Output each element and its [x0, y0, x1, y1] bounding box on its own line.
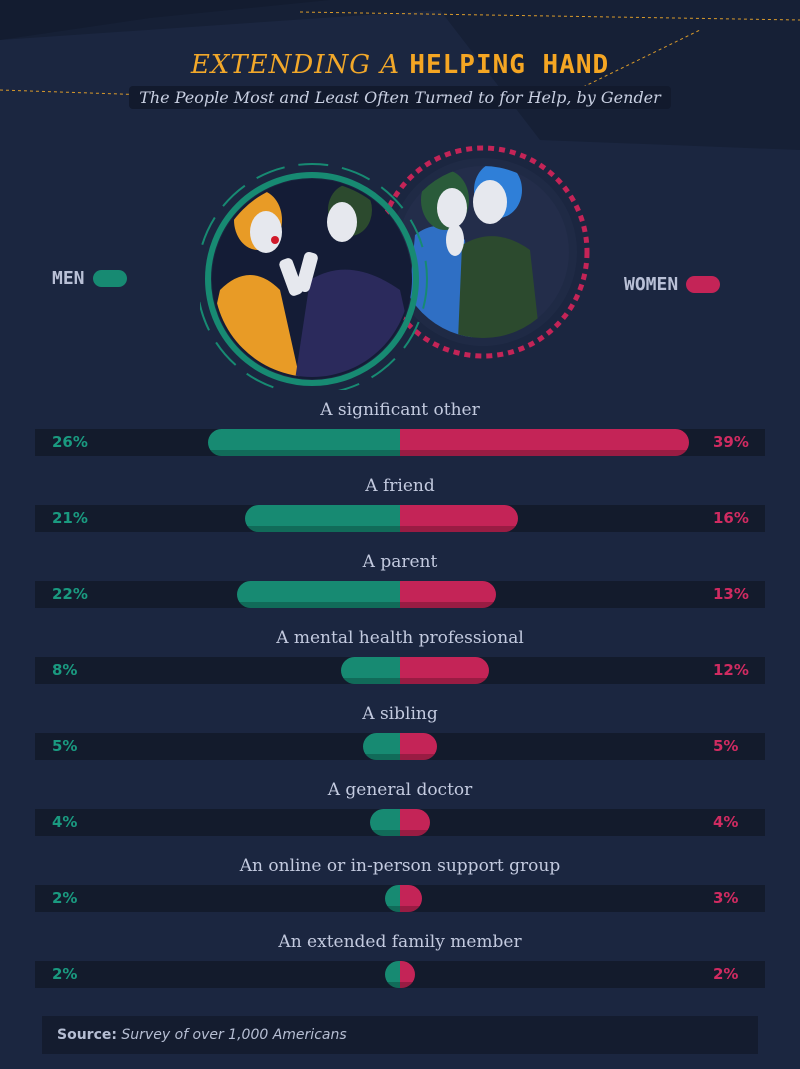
- women-percent-label: 3%: [713, 889, 739, 907]
- men-scene-icon: [200, 163, 428, 390]
- bar-men: [363, 733, 400, 760]
- men-percent-label: 5%: [52, 737, 78, 755]
- title-light: EXTENDING A: [190, 50, 401, 80]
- bar-men: [207, 429, 400, 456]
- women-percent-label: 12%: [713, 661, 749, 679]
- women-percent-label: 5%: [713, 737, 739, 755]
- bar-women: [400, 657, 489, 684]
- women-percent-label: 2%: [713, 965, 739, 983]
- source-label: Source:: [57, 1027, 117, 1043]
- women-percent-label: 13%: [713, 585, 749, 603]
- bar-men: [370, 809, 400, 836]
- category-label: A parent: [362, 552, 438, 572]
- bar-women: [400, 961, 415, 988]
- bar-men: [385, 885, 400, 912]
- bar-men: [244, 505, 400, 532]
- women-scene-icon: [376, 145, 590, 359]
- men-percent-label: 4%: [52, 813, 78, 831]
- men-percent-label: 21%: [52, 509, 88, 527]
- legend-women-swatch: [686, 276, 721, 293]
- chart-subtitle: The People Most and Least Often Turned t…: [129, 86, 671, 109]
- bar-women: [400, 809, 430, 836]
- men-percent-label: 2%: [52, 965, 78, 983]
- category-label: A friend: [365, 476, 435, 496]
- bar-women: [400, 581, 497, 608]
- chart-title: EXTENDING A HELPING HAND: [0, 50, 800, 80]
- subtitle-wrap: The People Most and Least Often Turned t…: [0, 86, 800, 109]
- legend-men-swatch: [92, 270, 127, 287]
- legend-women: WOMEN: [624, 274, 721, 295]
- bar-women: [400, 505, 519, 532]
- title-bold: HELPING HAND: [409, 50, 610, 80]
- bar-women: [400, 429, 689, 456]
- category-label: A sibling: [362, 704, 438, 724]
- women-percent-label: 4%: [713, 813, 739, 831]
- source-note: Source: Survey of over 1,000 Americans: [42, 1016, 758, 1054]
- men-percent-label: 22%: [52, 585, 88, 603]
- bar-men: [237, 581, 400, 608]
- category-label: A significant other: [320, 400, 480, 420]
- bar-men: [385, 961, 400, 988]
- women-percent-label: 39%: [713, 433, 749, 451]
- category-label: A mental health professional: [276, 628, 524, 648]
- bar-men: [340, 657, 400, 684]
- men-percent-label: 8%: [52, 661, 78, 679]
- category-label: An extended family member: [278, 932, 522, 952]
- people-illustration: [200, 145, 590, 390]
- bar-women: [400, 733, 437, 760]
- men-percent-label: 2%: [52, 889, 78, 907]
- bar-women: [400, 885, 423, 912]
- legend-men-label: MEN: [52, 268, 85, 289]
- women-percent-label: 16%: [713, 509, 749, 527]
- legend-men: MEN: [52, 268, 127, 289]
- category-label: A general doctor: [327, 780, 473, 800]
- source-text: Survey of over 1,000 Americans: [121, 1027, 347, 1043]
- men-percent-label: 26%: [52, 433, 88, 451]
- category-label: An online or in-person support group: [239, 856, 561, 876]
- legend-women-label: WOMEN: [624, 274, 679, 295]
